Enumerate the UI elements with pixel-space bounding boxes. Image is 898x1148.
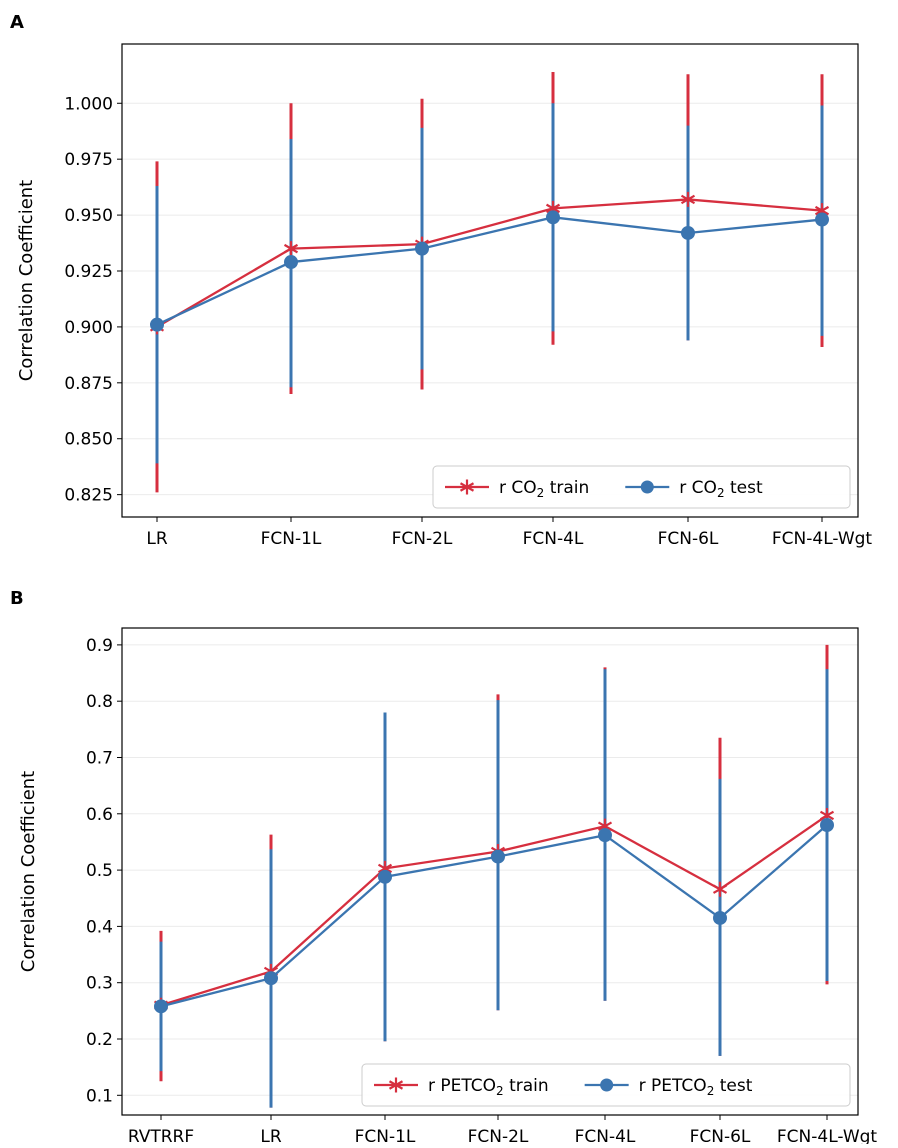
data-point-test <box>415 241 429 256</box>
data-point-test <box>713 910 727 925</box>
data-point-test <box>598 828 612 843</box>
data-point-test <box>681 225 695 240</box>
legend-marker-test <box>600 1078 614 1092</box>
legend-marker-train <box>459 479 475 495</box>
series-line-test <box>156 216 823 326</box>
x-tick-label: FCN-4L-Wgt <box>772 529 873 549</box>
y-tick-label: 0.5 <box>86 861 113 881</box>
x-tick-label: FCN-1L <box>261 529 322 549</box>
data-point-test <box>264 971 278 986</box>
data-point-test <box>546 210 560 225</box>
panel-label: B <box>10 588 24 609</box>
x-tick-label: FCN-4L <box>575 1127 636 1144</box>
y-tick-label: 0.9 <box>86 636 113 656</box>
y-tick-label: 0.925 <box>64 262 113 282</box>
y-tick-label: 0.950 <box>64 206 113 226</box>
y-tick-label: 0.4 <box>86 917 113 937</box>
panel-label: A <box>10 12 24 33</box>
x-tick-label: RVTRRF <box>128 1127 194 1144</box>
y-tick-label: 0.6 <box>86 805 113 825</box>
x-tick-label: FCN-2L <box>392 529 453 549</box>
y-tick-label: 1.000 <box>64 94 113 114</box>
plot-frame <box>121 627 859 1116</box>
y-tick-label: 0.8 <box>86 692 113 712</box>
y-tick-label: 0.825 <box>64 486 113 506</box>
data-point-train <box>680 191 696 207</box>
series-line-train <box>156 198 823 328</box>
chart-panel-b: B 0.1 0.2 0.3 0.4 0.5 0.6 0.7 0.8 0.9 RVTRRF LR FCN-… <box>10 588 878 1147</box>
legend-marker-train <box>388 1077 404 1093</box>
legend-label-test: r CO2 test <box>679 478 763 500</box>
y-axis-label: Correlation Coefficient <box>18 771 39 972</box>
y-tick-label: 0.3 <box>86 974 113 994</box>
legend-label-test: r PETCO2 test <box>639 1076 753 1098</box>
x-tick-label: FCN-4L-Wgt <box>777 1127 878 1144</box>
x-tick-label: LR <box>146 529 167 549</box>
legend: r CO2 train r CO2 test <box>432 465 851 509</box>
y-tick-label: 0.2 <box>86 1030 113 1050</box>
chart-panel-a: A 0.825 0.850 0.875 0.900 0.925 0.950 0.975 1.00… <box>10 12 872 549</box>
legend-label-train: r PETCO2 train <box>428 1076 549 1098</box>
legend-marker-test <box>640 480 654 494</box>
y-axis-label: Correlation Coefficient <box>16 180 37 381</box>
data-point-test <box>154 999 168 1014</box>
x-tick-label: FCN-6L <box>690 1127 751 1144</box>
legend: r PETCO2 train r PETCO2 test <box>361 1063 851 1107</box>
y-tick-label: 0.975 <box>64 150 113 170</box>
data-point-test <box>150 317 164 332</box>
data-point-train <box>283 241 299 257</box>
plot-frame <box>121 43 859 518</box>
y-tick-label: 0.875 <box>64 374 113 394</box>
y-tick-label: 0.900 <box>64 318 113 338</box>
x-tick-label: FCN-4L <box>523 529 584 549</box>
x-tick-label: FCN-6L <box>658 529 719 549</box>
y-tick-label: 0.850 <box>64 430 113 450</box>
legend-label-train: r CO2 train <box>499 478 589 500</box>
x-tick-label: LR <box>260 1127 281 1144</box>
y-tick-label: 0.1 <box>86 1086 113 1106</box>
data-point-test <box>491 849 505 864</box>
data-point-test <box>284 255 298 270</box>
x-tick-label: FCN-2L <box>468 1127 529 1144</box>
data-point-train <box>712 881 728 897</box>
data-point-test <box>378 869 392 884</box>
y-tick-label: 0.7 <box>86 748 113 768</box>
x-tick-label: FCN-1L <box>355 1127 416 1144</box>
data-point-test <box>815 212 829 227</box>
data-point-test <box>820 818 834 833</box>
